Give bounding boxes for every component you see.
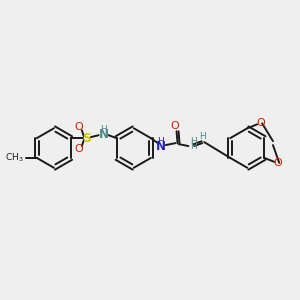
Text: H: H — [199, 132, 206, 141]
Text: H: H — [100, 125, 107, 134]
Text: O: O — [74, 122, 83, 132]
Text: H: H — [158, 136, 164, 146]
Text: O: O — [257, 118, 266, 128]
Text: N: N — [156, 140, 166, 153]
Text: O: O — [74, 144, 83, 154]
Text: H: H — [190, 142, 197, 151]
Text: O: O — [170, 121, 179, 131]
Text: H: H — [190, 136, 197, 146]
Text: CH$_3$: CH$_3$ — [5, 152, 24, 164]
Text: O: O — [274, 158, 283, 168]
Text: S: S — [82, 132, 91, 145]
Text: N: N — [98, 128, 109, 141]
